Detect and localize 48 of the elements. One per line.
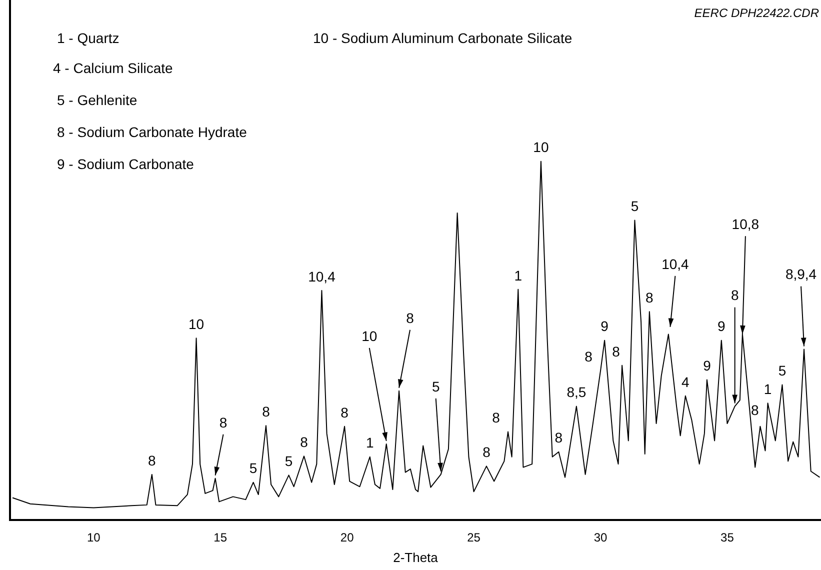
annotation: 8 — [730, 287, 739, 304]
annotation: 8 — [751, 402, 759, 418]
annotation: 8 — [406, 310, 414, 326]
x-tick-label: 10 — [86, 530, 101, 545]
annotation: 8 — [482, 444, 491, 460]
text: 5 - Gehlenite — [57, 92, 138, 108]
x-tick-label: 35 — [720, 530, 734, 545]
annotation: 8 — [612, 343, 620, 360]
annotation: 9 — [703, 358, 712, 374]
x-axis-title: 2-Theta — [393, 550, 439, 565]
annotation: 10,4 — [308, 268, 336, 284]
annotation: 5 — [778, 362, 786, 379]
annotation: 10 — [362, 328, 378, 344]
annotation: 1 — [514, 267, 522, 284]
annotation: 4 — [682, 374, 690, 390]
annotation: 8 — [646, 290, 654, 306]
annotation: 8 — [300, 434, 308, 450]
annotation: 1 — [366, 434, 374, 451]
text: 10 - Sodium Aluminum Carbonate Silicate — [313, 30, 572, 46]
annotation: 9 — [718, 318, 726, 334]
annotation: 8 — [262, 404, 270, 420]
annotation: 10,4 — [662, 256, 690, 272]
annotation: 9 - Sodium Carbonate — [57, 156, 194, 172]
annotation: 5 — [284, 453, 293, 470]
annotation: 8,9,4 — [785, 266, 817, 282]
annotation: 8,5 — [566, 384, 586, 400]
annotation: 1 — [764, 380, 772, 397]
annotation: 10,8 — [732, 216, 760, 232]
text: 8 - Sodium Carbonate Hydrate — [57, 124, 247, 140]
x-tick-label: 20 — [340, 530, 354, 545]
x-tick-label: 30 — [594, 530, 608, 545]
annotation: 10 — [533, 139, 549, 156]
annotation: 9 — [600, 318, 609, 334]
text: 4 - Calcium Silicate — [53, 60, 173, 76]
annotation: 5 — [630, 198, 639, 214]
annotation: 8 — [584, 348, 593, 365]
annotation: 5 — [249, 460, 258, 476]
annotation: 5 — [432, 378, 440, 394]
annotation: 8 — [492, 410, 500, 426]
annotation: 8 — [340, 404, 349, 420]
annotation: 8 — [554, 430, 563, 446]
x-tick-label: 25 — [467, 530, 481, 545]
annotation: 8 — [219, 414, 228, 430]
x-tick-label: 15 — [214, 530, 228, 545]
text: EERC DPH22422.CDR — [694, 6, 819, 20]
annotation: 10 — [188, 316, 204, 332]
text: 1 - Quartz — [57, 30, 120, 46]
annotation: 8 — [148, 452, 156, 468]
